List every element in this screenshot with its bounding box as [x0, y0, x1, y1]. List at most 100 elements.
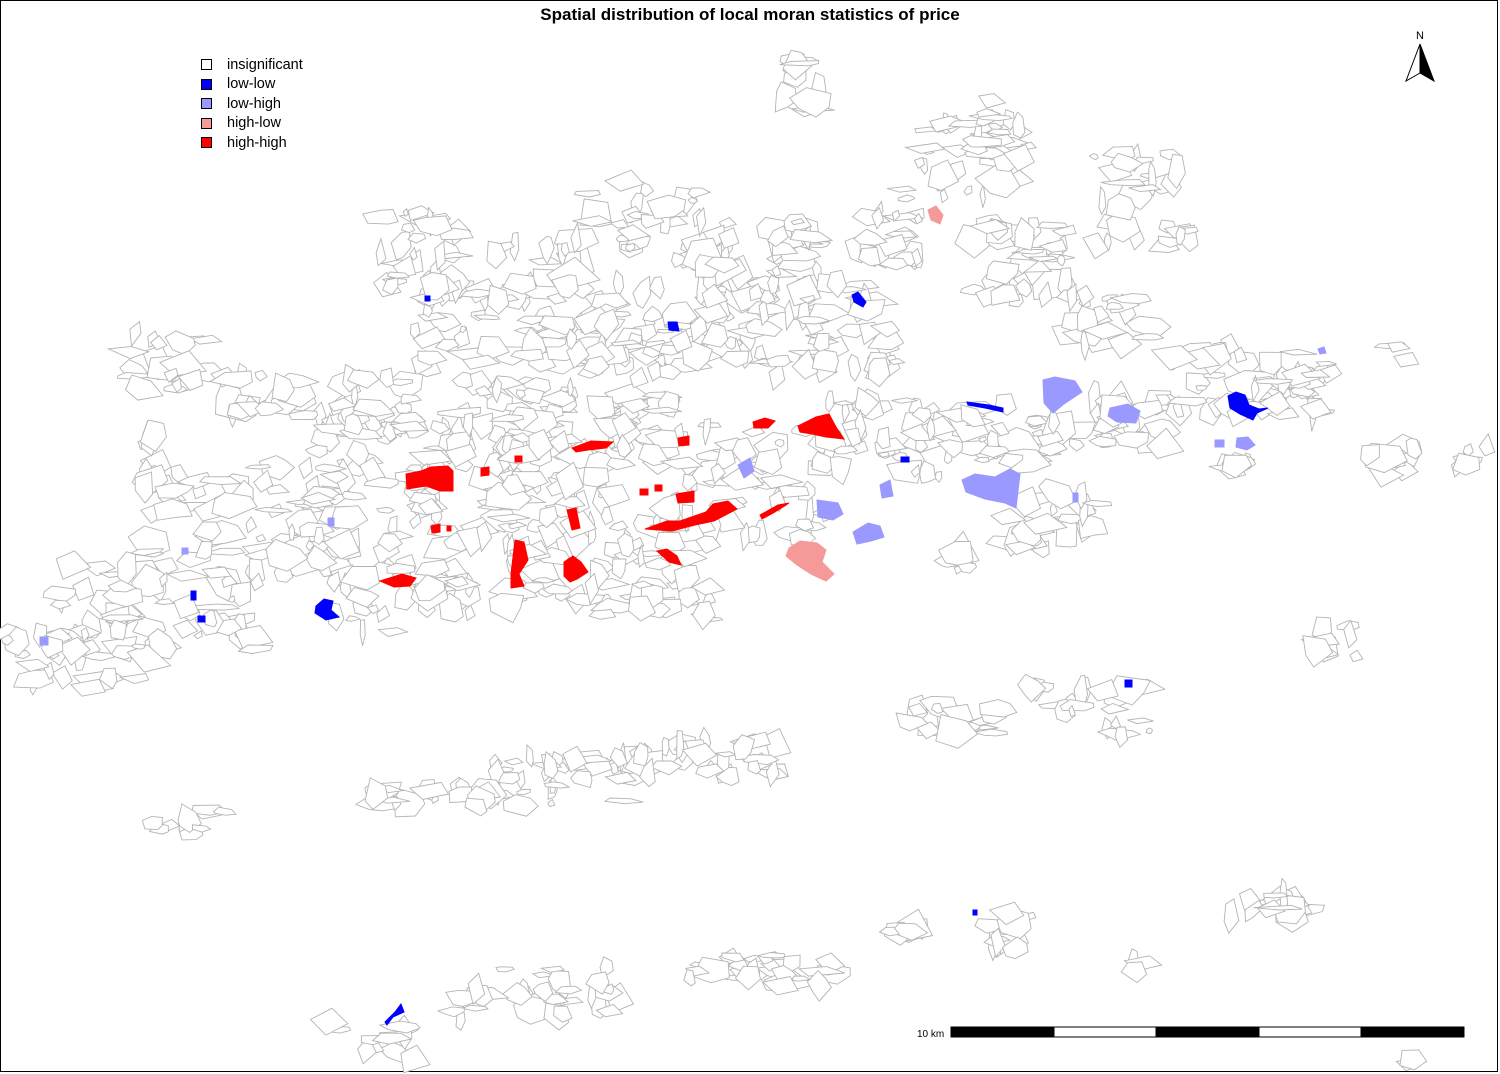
parcel — [489, 414, 525, 422]
parcel — [390, 231, 412, 261]
parcel — [646, 360, 664, 382]
parcel — [417, 497, 444, 516]
parcel — [408, 449, 453, 466]
parcel — [339, 565, 380, 591]
parcel — [400, 1044, 431, 1074]
parcel — [691, 600, 716, 631]
parcel — [767, 274, 780, 294]
parcel — [453, 326, 471, 349]
parcel — [245, 515, 258, 534]
map-title: Spatial distribution of local moran stat… — [540, 5, 960, 24]
parcel — [913, 156, 926, 169]
parcel — [165, 569, 210, 582]
parcel — [375, 507, 396, 514]
parcel — [851, 207, 892, 227]
parcel — [1128, 184, 1162, 193]
parcel — [413, 574, 445, 602]
parcel — [562, 745, 588, 773]
parcel — [1082, 232, 1110, 260]
parcel — [194, 540, 213, 560]
parcel — [957, 562, 978, 574]
parcel — [532, 981, 554, 1003]
parcel — [400, 393, 423, 405]
parcel — [978, 93, 1007, 109]
scale-bar-label: 10 km — [917, 1029, 945, 1040]
parcel — [124, 374, 164, 401]
parcel — [990, 284, 1021, 306]
legend-label: high-low — [227, 115, 281, 132]
parcel — [327, 397, 358, 412]
parcel — [192, 481, 207, 500]
parcel — [659, 456, 704, 470]
parcel — [795, 315, 831, 325]
parcel — [776, 484, 810, 498]
parcel — [791, 348, 819, 380]
parcel — [867, 331, 905, 351]
parcel — [761, 975, 799, 996]
parcel — [486, 240, 508, 270]
parcel — [582, 355, 610, 377]
parcel — [81, 651, 116, 661]
parcel — [352, 398, 395, 417]
parcel — [978, 435, 987, 443]
parcel — [608, 520, 629, 532]
parcel — [510, 348, 544, 362]
parcel — [1258, 351, 1282, 376]
parcel — [141, 815, 163, 831]
parcel — [897, 194, 916, 203]
parcel — [911, 407, 932, 424]
parcel — [642, 305, 663, 323]
parcel — [659, 363, 682, 380]
parcel — [747, 525, 761, 544]
insignificant-parcels — [0, 49, 1496, 1074]
parcel — [721, 952, 745, 963]
parcel — [172, 619, 199, 639]
parcel — [1081, 499, 1113, 508]
parcel — [1462, 443, 1474, 457]
parcel — [700, 322, 729, 348]
parcel — [891, 209, 900, 223]
parcel — [847, 299, 886, 322]
parcel — [639, 757, 656, 788]
parcel — [430, 419, 450, 435]
parcel — [1393, 351, 1420, 368]
parcel — [572, 215, 614, 227]
parcel — [573, 190, 601, 198]
parcel — [784, 298, 795, 332]
parcel — [759, 474, 805, 489]
high-low-parcels — [785, 205, 944, 582]
parcel — [265, 538, 309, 572]
parcel — [400, 222, 416, 234]
parcel — [710, 462, 726, 485]
parcel — [538, 505, 559, 529]
parcel — [1238, 887, 1261, 912]
parcel — [525, 743, 534, 768]
parcel — [464, 604, 476, 622]
parcel — [163, 367, 179, 384]
parcel — [790, 218, 806, 226]
parcel — [1405, 437, 1423, 460]
parcel — [661, 737, 670, 757]
parcel — [609, 747, 628, 768]
parcel — [72, 576, 95, 601]
parcel — [913, 212, 924, 225]
parcel — [507, 521, 528, 530]
parcel — [1223, 898, 1240, 934]
parcel — [758, 299, 770, 327]
parcel — [98, 667, 118, 690]
parcel — [779, 60, 820, 67]
parcel — [254, 401, 285, 417]
parcel — [702, 224, 725, 250]
parcel — [554, 985, 583, 995]
parcel — [130, 643, 146, 650]
parcel — [701, 283, 729, 309]
parcel — [422, 303, 433, 318]
parcel — [1057, 254, 1066, 267]
parcel — [990, 507, 1027, 526]
parcel — [791, 975, 812, 982]
parcel — [495, 966, 515, 973]
parcel — [1166, 396, 1208, 407]
parcel — [829, 456, 853, 486]
parcel — [313, 526, 325, 546]
